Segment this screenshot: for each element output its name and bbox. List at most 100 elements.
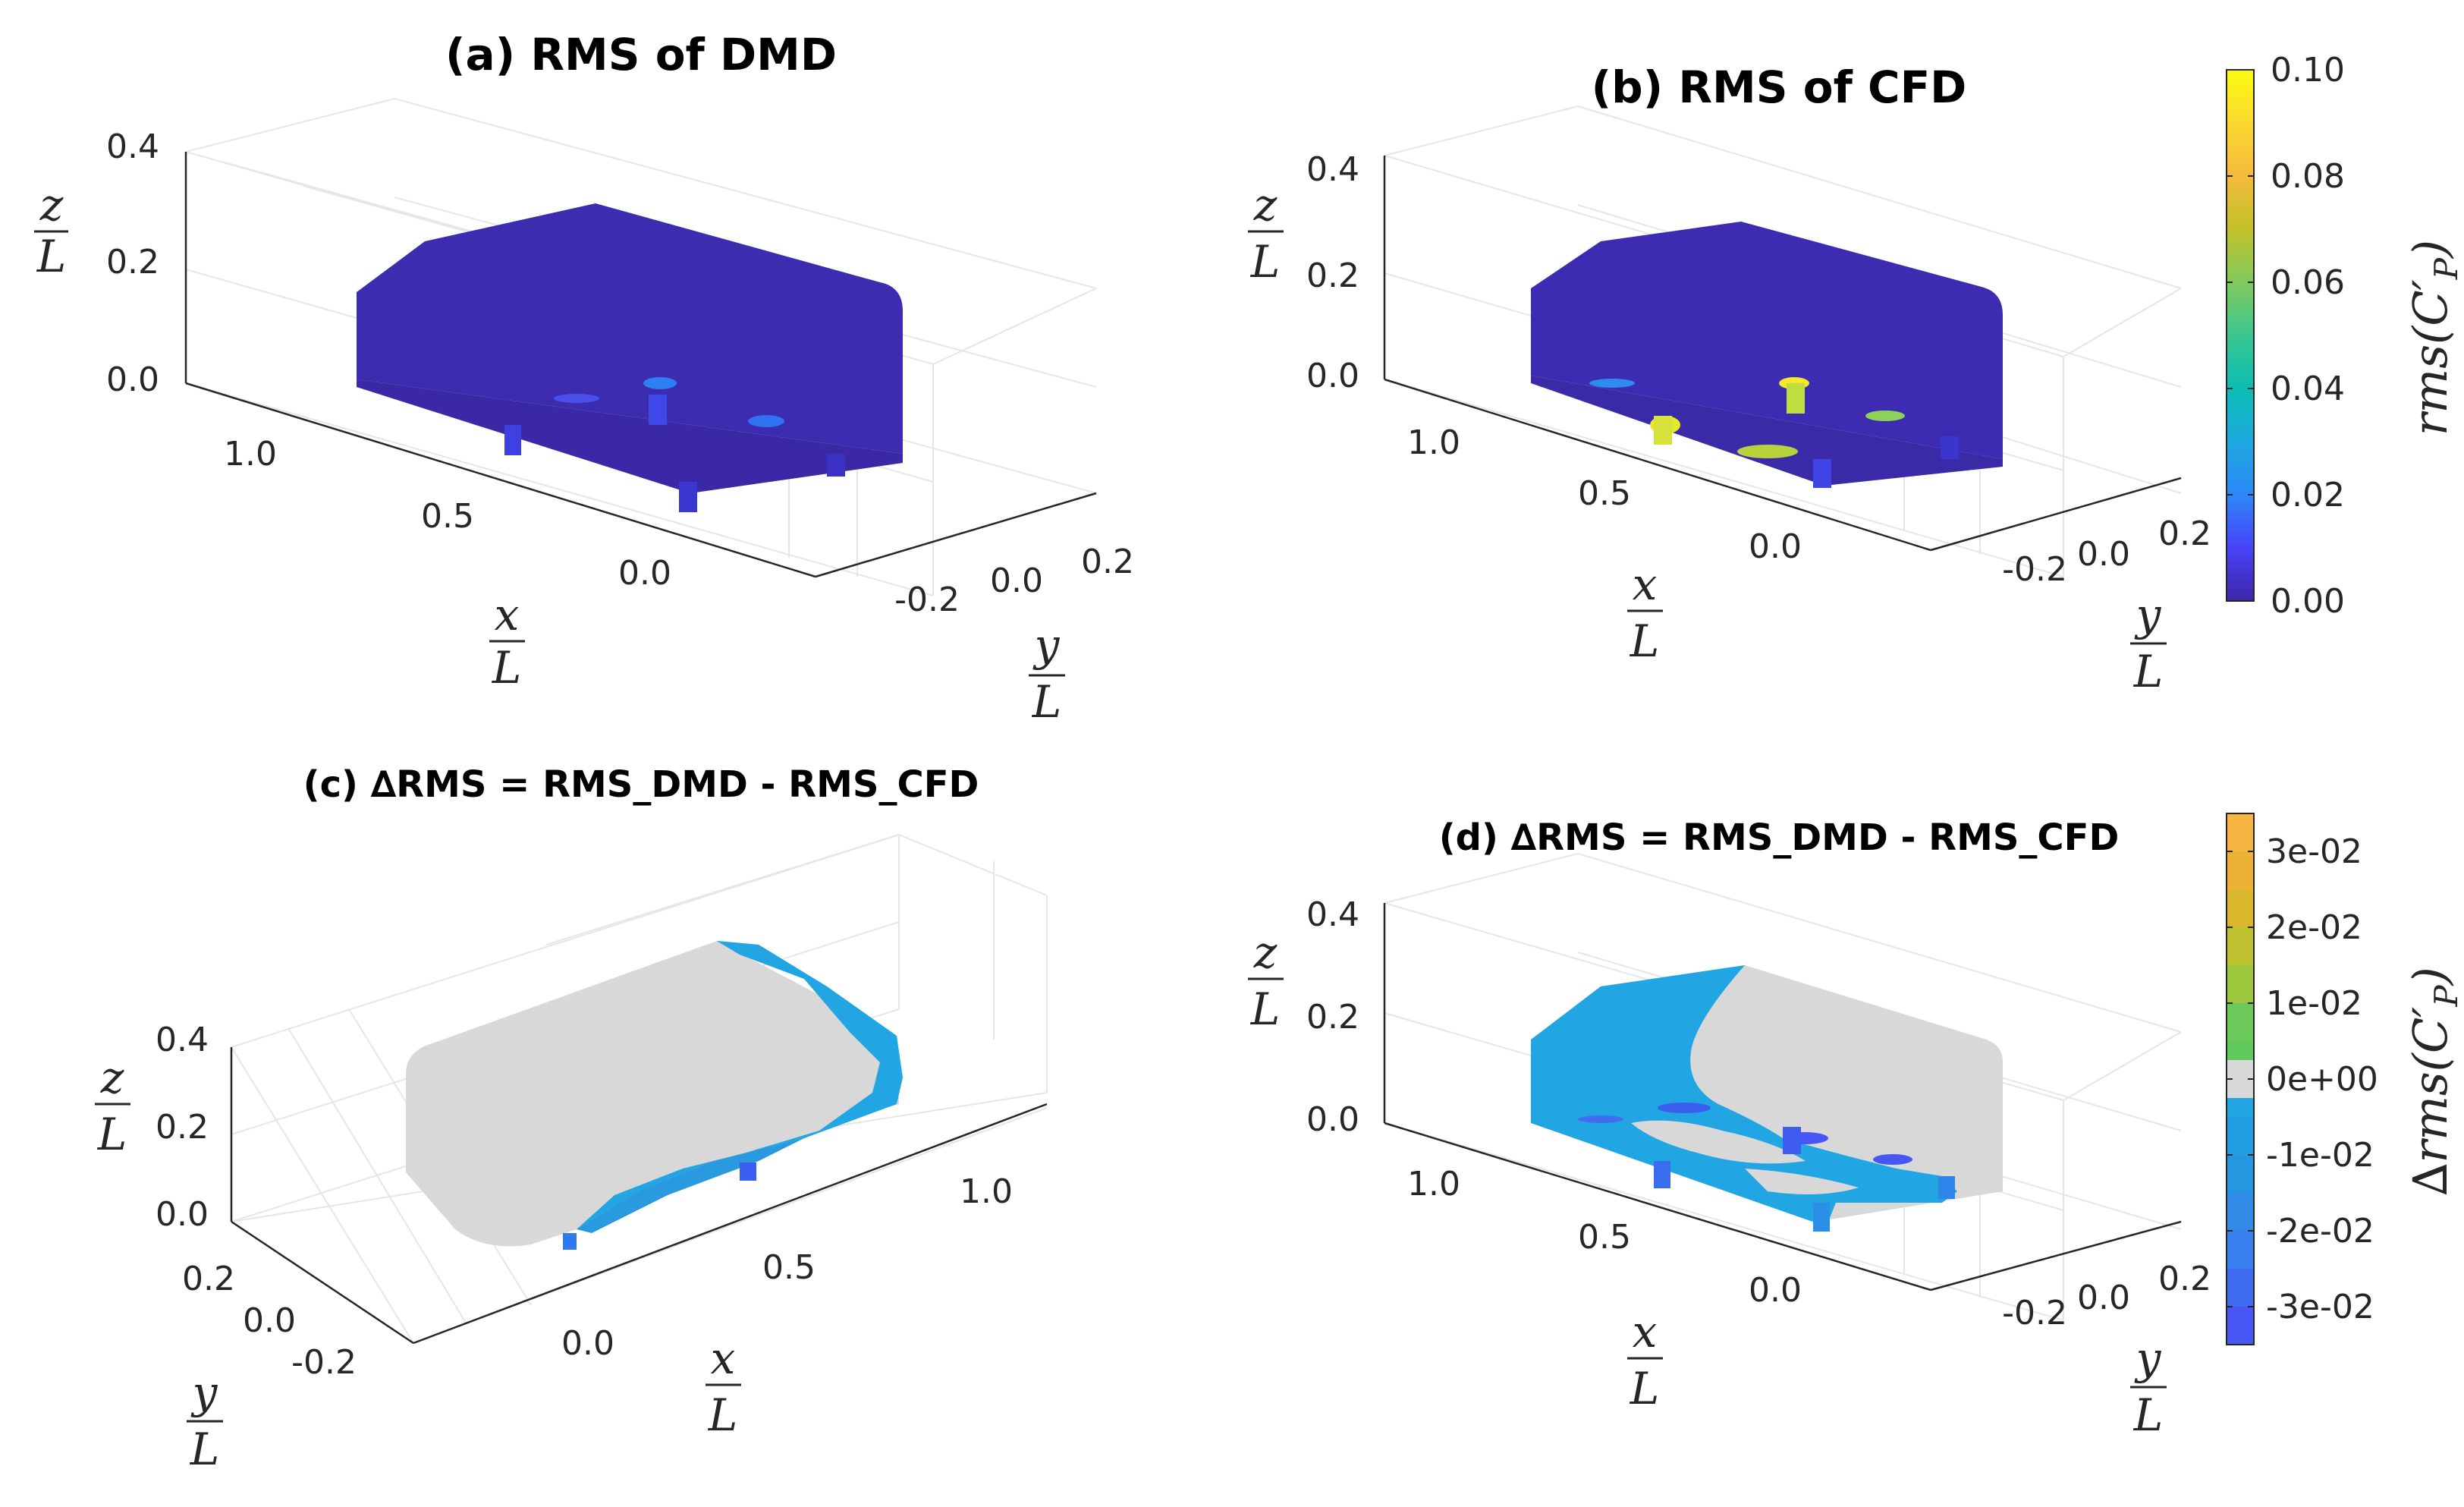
y-tick: 0.2 bbox=[2158, 514, 2211, 553]
panel-d-xlabel: x L bbox=[1627, 1306, 1663, 1414]
colorbar-delta-ticks: -3e-02 -2e-02 -1e-02 0e+00 1e-02 2e-02 3e-02 bbox=[2227, 832, 2378, 1326]
x-tick: 0.0 bbox=[561, 1324, 614, 1363]
panel-d-zlabel: z L bbox=[1248, 927, 1284, 1035]
panel-a-leg bbox=[649, 395, 667, 425]
colorbar-rms-tick: 0.04 bbox=[2271, 370, 2345, 408]
panel-b-body bbox=[1531, 222, 2003, 488]
colorbar-delta-tick: 0e+00 bbox=[2266, 1060, 2378, 1099]
svg-text:x: x bbox=[1633, 1306, 1658, 1358]
y-tick: 0.0 bbox=[2077, 1279, 2130, 1317]
colorbar-delta-tick: 1e-02 bbox=[2266, 984, 2362, 1023]
svg-text:rms(C′P): rms(C′P) bbox=[2403, 240, 2464, 436]
panel-c-delta-region bbox=[577, 1138, 804, 1233]
svg-text:L: L bbox=[1032, 676, 1062, 728]
panel-c-body bbox=[406, 941, 903, 1250]
colorbar-delta: -3e-02 -2e-02 -1e-02 0e+00 1e-02 2e-02 3e-02 ∆… bbox=[2226, 813, 2464, 1345]
svg-text:y: y bbox=[2134, 1332, 2162, 1384]
colorbar-delta-band bbox=[2227, 1041, 2254, 1060]
panel-a-title: (a) RMS of DMD bbox=[445, 29, 837, 80]
colorbar-rms-tick: 0.02 bbox=[2271, 476, 2345, 514]
y-tick: 0.0 bbox=[990, 562, 1043, 600]
z-tick: 0.2 bbox=[106, 243, 159, 282]
panel-c-ylabel: y L bbox=[187, 1367, 223, 1475]
colorbar-delta-band bbox=[2227, 965, 2254, 1003]
panel-c-delta-region bbox=[717, 941, 897, 1062]
panel-b-xlabel: x L bbox=[1627, 558, 1663, 667]
panel-d-axes bbox=[1383, 903, 2182, 1291]
panel-d-leg bbox=[1783, 1127, 1801, 1154]
panel-a-ticks: 0.4 0.2 0.0 1.0 0.5 0.0 -0.2 0.0 0.2 bbox=[106, 127, 1134, 619]
panel-d-leg bbox=[1813, 1203, 1830, 1232]
colorbar-delta-bands bbox=[2227, 813, 2254, 1345]
svg-text:x: x bbox=[1633, 558, 1658, 610]
panel-d-title: (d) ∆RMS = RMS_DMD - RMS_CFD bbox=[1439, 816, 2120, 859]
panel-d-delta-region bbox=[1531, 965, 1957, 1223]
panel-c-leg bbox=[740, 1162, 756, 1181]
panel-a-zlabel: z L bbox=[34, 179, 68, 282]
y-tick: 0.0 bbox=[243, 1301, 296, 1340]
panel-c-surface bbox=[406, 941, 899, 1247]
panel-d-zero-patch bbox=[1631, 1120, 1806, 1164]
z-tick: 0.2 bbox=[1306, 256, 1359, 295]
panel-b-ticks: 0.4 0.2 0.0 1.0 0.5 0.0 -0.2 0.0 0.2 bbox=[1306, 150, 2211, 589]
colorbar-delta-tick: -3e-02 bbox=[2266, 1288, 2374, 1326]
colorbar-delta-band bbox=[2227, 1193, 2254, 1231]
z-tick: 0.4 bbox=[1306, 150, 1359, 189]
y-tick: -0.2 bbox=[2002, 550, 2067, 589]
colorbar-delta-tick: -2e-02 bbox=[2266, 1212, 2374, 1251]
colorbar-delta-band bbox=[2227, 1098, 2254, 1117]
panel-a-surface bbox=[357, 203, 903, 454]
panel-d-body bbox=[1531, 965, 2003, 1232]
panel-a-floor bbox=[357, 379, 903, 493]
x-tick: 0.5 bbox=[1578, 474, 1631, 513]
y-tick: 0.2 bbox=[2158, 1260, 2211, 1298]
panel-d-leg bbox=[1938, 1176, 1955, 1199]
y-tick: 0.2 bbox=[182, 1260, 235, 1298]
x-tick: 1.0 bbox=[224, 435, 277, 473]
svg-text:z: z bbox=[39, 179, 64, 231]
y-tick: -0.2 bbox=[291, 1343, 357, 1382]
z-tick: 0.0 bbox=[156, 1195, 209, 1234]
svg-text:z: z bbox=[1253, 927, 1278, 978]
panel-c-ticks: 0.4 0.2 0.0 0.2 0.0 -0.2 0.0 0.5 1.0 bbox=[156, 1021, 1013, 1382]
panel-a-leg bbox=[827, 454, 845, 477]
svg-text:L: L bbox=[492, 642, 522, 694]
colorbar-delta-band bbox=[2227, 1003, 2254, 1041]
colorbar-delta-band bbox=[2227, 851, 2254, 889]
x-tick: 0.0 bbox=[1749, 1271, 1802, 1310]
colorbar-delta-label: ∆rms(C′P) bbox=[2403, 967, 2464, 1196]
panel-d-zero-patch bbox=[1745, 1169, 1859, 1194]
panel-d-hotspot bbox=[1873, 1154, 1912, 1165]
panel-a: (a) RMS of DMD 0.4 0.2 0.0 1.0 0.5 0.0 -… bbox=[34, 29, 1134, 728]
colorbar-delta-band bbox=[2227, 1231, 2254, 1269]
colorbar-rms-bar bbox=[2226, 69, 2255, 602]
colorbar-delta-band bbox=[2227, 813, 2254, 851]
panel-c-xlabel: x L bbox=[706, 1332, 741, 1441]
panel-b-hotspot bbox=[1737, 445, 1798, 458]
y-tick: -0.2 bbox=[894, 580, 960, 619]
z-tick: 0.0 bbox=[106, 360, 159, 399]
svg-text:y: y bbox=[190, 1367, 218, 1418]
svg-text:L: L bbox=[1250, 236, 1281, 288]
panel-b-leg bbox=[1654, 416, 1672, 445]
panel-c: (c) ∆RMS = RMS_DMD - RMS_CFD 0.4 0.2 0.0… bbox=[95, 763, 1048, 1475]
x-tick: 1.0 bbox=[1407, 423, 1460, 462]
svg-text:z: z bbox=[100, 1052, 124, 1103]
colorbar-delta-tick: 2e-02 bbox=[2266, 908, 2362, 947]
panel-a-ylabel: y L bbox=[1029, 619, 1065, 728]
panel-b-floor bbox=[1531, 376, 2003, 486]
colorbar-delta-tick: 3e-02 bbox=[2266, 832, 2362, 871]
z-tick: 0.0 bbox=[1306, 1100, 1359, 1139]
x-tick: 0.5 bbox=[421, 497, 474, 536]
svg-text:L: L bbox=[708, 1389, 738, 1441]
colorbar-rms-tick: 0.00 bbox=[2271, 582, 2345, 621]
y-tick: -0.2 bbox=[2002, 1294, 2067, 1332]
panel-b-zlabel: z L bbox=[1248, 179, 1284, 288]
x-tick: 0.0 bbox=[1749, 527, 1802, 566]
panel-d-hotspot bbox=[1578, 1115, 1623, 1123]
svg-text:L: L bbox=[190, 1424, 220, 1475]
x-tick: 0.5 bbox=[762, 1248, 816, 1287]
z-tick: 0.4 bbox=[156, 1021, 209, 1059]
svg-text:z: z bbox=[1253, 179, 1278, 231]
